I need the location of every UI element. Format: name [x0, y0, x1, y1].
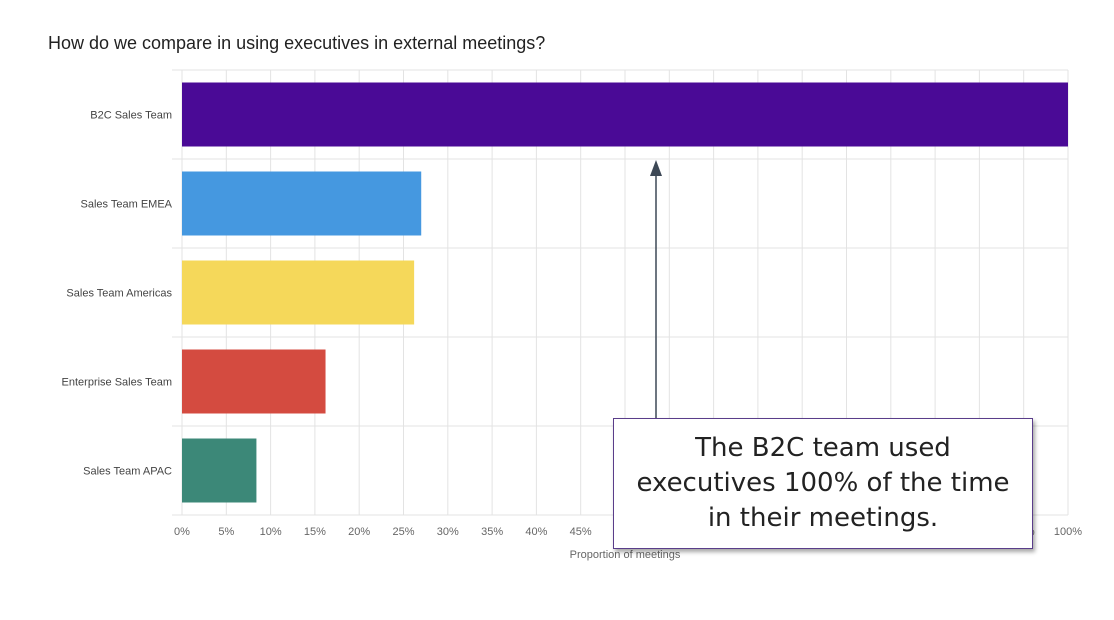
x-tick-label: 20%: [348, 526, 370, 538]
x-tick-label: 40%: [525, 526, 547, 538]
x-tick-label: 0%: [174, 526, 190, 538]
bar: [182, 438, 257, 503]
x-tick-label: 10%: [260, 526, 282, 538]
x-tick-label: 30%: [437, 526, 459, 538]
category-label: Sales Team APAC: [83, 466, 172, 478]
bar: [182, 349, 326, 414]
x-tick-label: 25%: [392, 526, 414, 538]
category-label: B2C Sales Team: [90, 110, 172, 122]
annotation-arrow-head: [650, 160, 662, 176]
bar: [182, 171, 422, 236]
x-tick-label: 100%: [1054, 526, 1082, 538]
x-axis-title: Proportion of meetings: [570, 549, 681, 561]
bar: [182, 82, 1068, 147]
category-label: Sales Team Americas: [66, 288, 172, 300]
x-tick-label: 45%: [570, 526, 592, 538]
annotation-callout: The B2C team used executives 100% of the…: [613, 418, 1033, 549]
chart-title: How do we compare in using executives in…: [48, 33, 546, 53]
category-label: Enterprise Sales Team: [62, 377, 172, 389]
x-tick-label: 5%: [218, 526, 234, 538]
x-tick-label: 35%: [481, 526, 503, 538]
x-tick-label: 15%: [304, 526, 326, 538]
bar: [182, 260, 415, 325]
category-label: Sales Team EMEA: [80, 199, 172, 211]
